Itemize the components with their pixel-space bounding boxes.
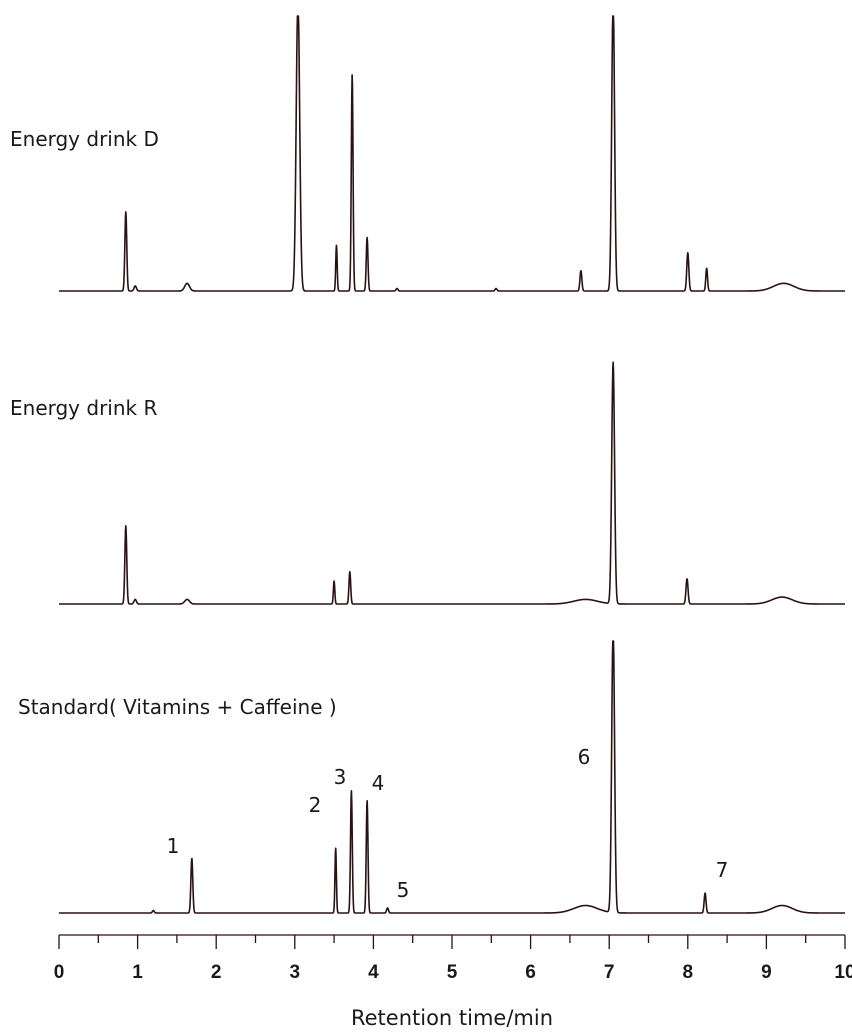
peak-label-5: 5 bbox=[397, 878, 410, 902]
trace-label-2: Energy drink R bbox=[10, 396, 157, 420]
trace-label-3: Standard( Vitamins + Caffeine ) bbox=[18, 695, 337, 719]
peak-label-2: 2 bbox=[309, 793, 322, 817]
x-tick-label: 4 bbox=[368, 962, 379, 983]
trace-label-1: Energy drink D bbox=[10, 127, 159, 151]
x-tick-label: 0 bbox=[54, 962, 65, 983]
peak-label-3: 3 bbox=[334, 765, 347, 789]
trace-line-1 bbox=[58, 15, 846, 292]
x-axis: 0 1 2 3 4 5 6 7 8 9 10 bbox=[54, 934, 852, 983]
x-tick-label: 7 bbox=[604, 962, 615, 983]
peak-label-1: 1 bbox=[167, 834, 180, 858]
x-tick-label: 1 bbox=[132, 962, 143, 983]
x-tick-label: 10 bbox=[834, 962, 852, 983]
peak-label-4: 4 bbox=[372, 771, 385, 795]
trace-line-2 bbox=[58, 361, 846, 605]
trace-label-group: Energy drink D Energy drink R Standard( Vi… bbox=[10, 127, 337, 719]
x-tick-label: 5 bbox=[447, 962, 458, 983]
trace-line-3 bbox=[58, 640, 846, 914]
x-tick-label: 3 bbox=[290, 962, 301, 983]
peak-label-7: 7 bbox=[716, 858, 729, 882]
x-tick-label: 6 bbox=[525, 962, 536, 983]
x-tick-label: 9 bbox=[761, 962, 772, 983]
x-axis-title: Retention time/min bbox=[351, 1006, 553, 1030]
x-tick-label: 2 bbox=[211, 962, 222, 983]
trace-group bbox=[58, 15, 846, 914]
x-tick-label: 8 bbox=[683, 962, 694, 983]
peak-label-6: 6 bbox=[578, 745, 591, 769]
